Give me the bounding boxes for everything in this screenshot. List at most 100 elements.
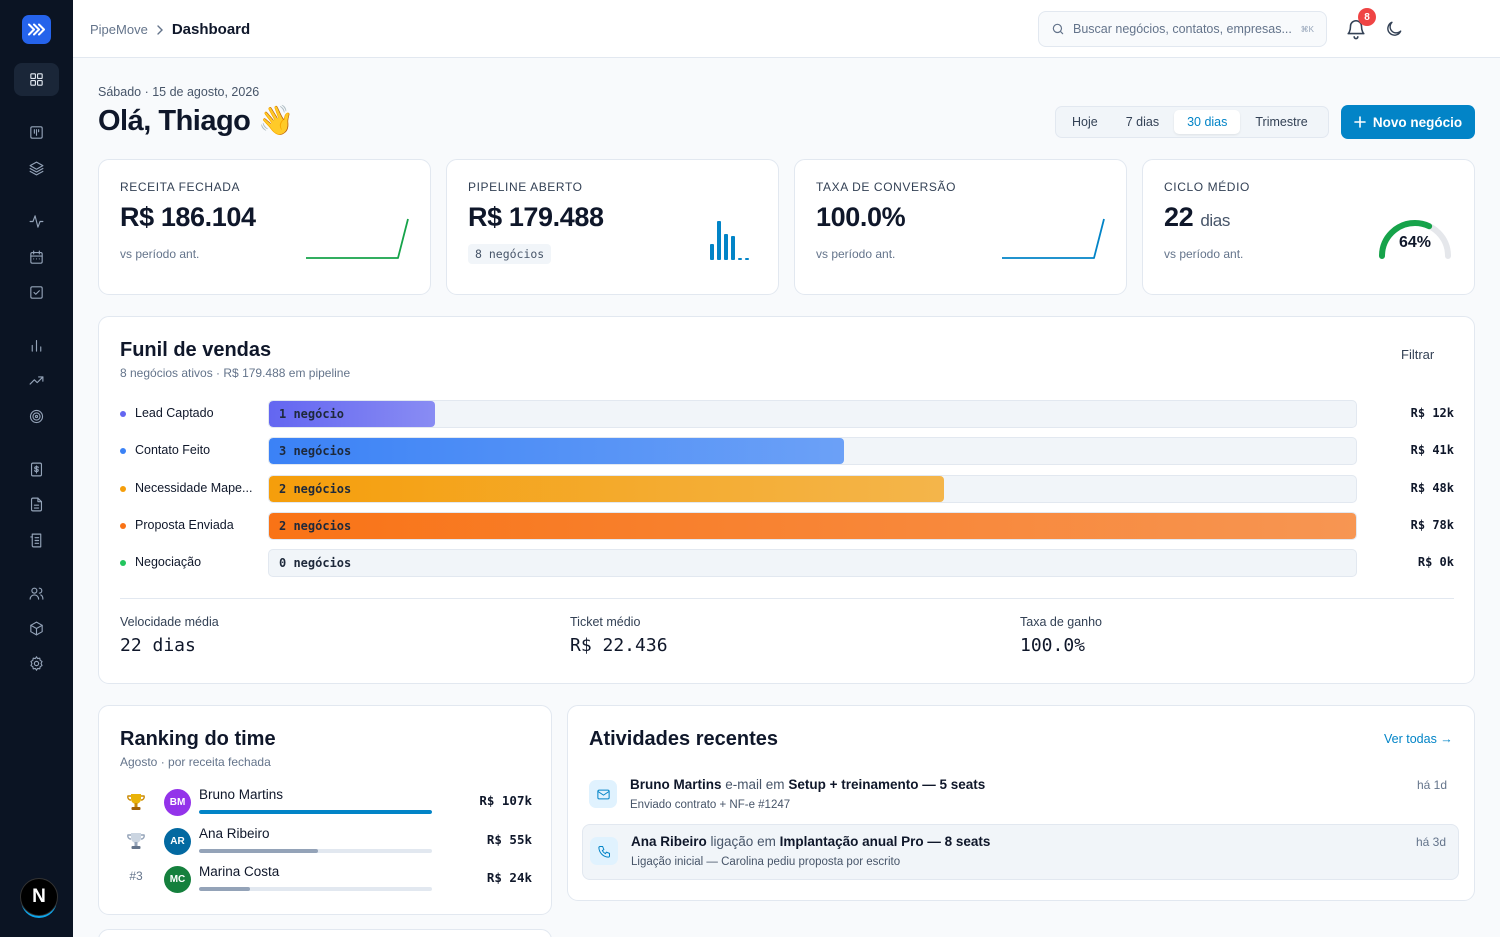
new-deal-button[interactable]: Novo negócio: [1341, 105, 1475, 139]
funnel-stage-contact[interactable]: Contato Feito 3 negócios R$ 41k: [120, 437, 1454, 465]
stage-count: 2 negócios: [279, 519, 352, 533]
kpi-conversion-rate: TAXA DE CONVERSÃO 100.0% vs período ant.: [794, 159, 1127, 295]
nav-products[interactable]: [23, 615, 50, 642]
nav-goals[interactable]: [23, 403, 50, 430]
logo-arrows-icon: [28, 23, 45, 36]
activity-item[interactable]: Bruno Martins e-mail em Setup + treiname…: [582, 768, 1459, 824]
rep-revenue-fill: [199, 887, 251, 891]
funnel-title: Funil de vendas: [120, 339, 272, 361]
next-card: [98, 929, 552, 937]
kpi-value-number: 22: [1164, 202, 1194, 232]
rep-revenue-bar: [199, 849, 432, 853]
stage-track: 0 negócios: [268, 549, 1357, 577]
rep-name: Bruno Martins: [199, 787, 284, 802]
mini-bar-chart: [710, 221, 749, 260]
activity-icon-box: [589, 780, 617, 808]
kpi-comparison: vs período ant.: [120, 247, 200, 261]
rep-name: Ana Ribeiro: [199, 826, 270, 841]
stage-track: 2 negócios: [268, 475, 1357, 503]
nav-dashboard[interactable]: [14, 63, 59, 96]
funnel-stage-need[interactable]: Necessidade Mape... 2 negócios R$ 48k: [120, 475, 1454, 503]
range-quarter[interactable]: Trimestre: [1255, 115, 1308, 129]
nav-reports[interactable]: [23, 332, 50, 359]
range-today[interactable]: Hoje: [1072, 115, 1098, 129]
rep-revenue-bar: [199, 810, 432, 814]
ranking-row[interactable]: AR Ana Ribeiro R$ 55k: [120, 824, 532, 860]
rep-amount: R$ 24k: [486, 870, 532, 885]
funnel-stage-lead[interactable]: Lead Captado 1 negócio R$ 12k: [120, 400, 1454, 428]
activity-deal[interactable]: Implantação anual Pro — 8 seats: [779, 834, 991, 849]
rank-position: [125, 831, 147, 854]
moon-icon[interactable]: [1384, 19, 1404, 39]
app-logo[interactable]: [22, 15, 51, 44]
funnel-divider: [120, 598, 1454, 599]
activity-deal[interactable]: Setup + treinamento — 5 seats: [788, 777, 986, 792]
nav-board[interactable]: [23, 119, 50, 146]
invoice-icon: [30, 462, 43, 477]
sidebar: N: [0, 0, 73, 937]
nav-settings[interactable]: [23, 650, 50, 677]
stat-avg-velocity: Velocidade média 22 dias: [120, 615, 219, 656]
search-box[interactable]: ⌘K: [1038, 11, 1327, 47]
phone-icon: [597, 845, 610, 858]
stat-value: R$ 22.436: [570, 635, 668, 656]
nav-activity[interactable]: [23, 208, 50, 235]
plus-icon: [1354, 116, 1366, 128]
nav-receipts[interactable]: [23, 527, 50, 554]
stage-fill: [269, 438, 845, 464]
ranking-subtitle: Agosto · por receita fechada: [120, 755, 271, 769]
activity-icon-box: [590, 837, 618, 865]
nav-users[interactable]: [23, 580, 50, 607]
kpi-label: TAXA DE CONVERSÃO: [816, 180, 957, 194]
receipt-icon: [30, 533, 42, 548]
stage-amount: R$ 12k: [1410, 406, 1454, 420]
ranking-row[interactable]: #3 MC Marina Costa R$ 24k: [120, 862, 532, 898]
activity-icon: [29, 215, 44, 228]
stage-amount: R$ 78k: [1410, 518, 1454, 532]
filter-button[interactable]: Filtrar: [1401, 347, 1435, 362]
chevron-right-icon: [157, 24, 163, 35]
breadcrumb-app[interactable]: PipeMove: [90, 22, 148, 37]
stage-count: 2 negócios: [279, 482, 352, 496]
search-input[interactable]: [1073, 22, 1293, 36]
package-icon: [30, 621, 43, 636]
sales-funnel-card: Funil de vendas 8 negócios ativos · R$ 1…: [98, 316, 1475, 684]
see-all-link[interactable]: Ver todas →: [1384, 732, 1453, 746]
nav-layers[interactable]: [23, 155, 50, 182]
range-7-days[interactable]: 7 dias: [1125, 115, 1160, 129]
nav-documents[interactable]: [23, 491, 50, 518]
activity-who: Ana Ribeiro: [631, 834, 707, 849]
range-30-days[interactable]: 30 dias: [1174, 110, 1241, 134]
kpi-comparison: vs período ant.: [816, 247, 896, 261]
nav-invoices[interactable]: [23, 456, 50, 483]
activity-item[interactable]: Ana Ribeiro ligação em Implantação anual…: [582, 824, 1459, 880]
bell-icon[interactable]: [1345, 18, 1367, 40]
page-greeting: Olá, Thiago 👋: [98, 105, 294, 137]
activity-who: Bruno Martins: [630, 777, 722, 792]
sparkline-conversion: [1002, 218, 1105, 259]
current-date: Sábado · 15 de agosto, 2026: [98, 85, 260, 99]
stage-dot: [120, 523, 126, 529]
stage-name: Negociação: [135, 555, 202, 569]
activities-title: Atividades recentes: [589, 728, 778, 750]
kpi-value: R$ 179.488: [468, 202, 604, 232]
user-avatar[interactable]: N: [20, 878, 58, 916]
funnel-stage-negotiation[interactable]: Negociação 0 negócios R$ 0k: [120, 549, 1454, 577]
rep-name: Marina Costa: [199, 864, 280, 879]
nav-calendar[interactable]: [23, 244, 50, 271]
kpi-comparison: vs período ant.: [1164, 247, 1244, 261]
layers-icon: [29, 161, 44, 176]
target-icon: [29, 409, 44, 424]
nav-trends[interactable]: [23, 367, 50, 394]
activity-text: Bruno Martins e-mail em Setup + treiname…: [630, 777, 985, 792]
stage-name: Lead Captado: [135, 406, 214, 420]
activity-verb: e-mail em: [725, 777, 785, 792]
checkbox-icon: [30, 286, 43, 299]
funnel-stage-proposal[interactable]: Proposta Enviada 2 negócios R$ 78k: [120, 512, 1454, 540]
breadcrumb-current: Dashboard: [171, 21, 251, 38]
stage-amount: R$ 48k: [1410, 481, 1454, 495]
ranking-row[interactable]: BM Bruno Martins R$ 107k: [120, 785, 532, 821]
nav-tasks[interactable]: [23, 279, 50, 306]
stat-value: 22 dias: [120, 635, 196, 656]
sparkline-revenue: [306, 218, 409, 259]
